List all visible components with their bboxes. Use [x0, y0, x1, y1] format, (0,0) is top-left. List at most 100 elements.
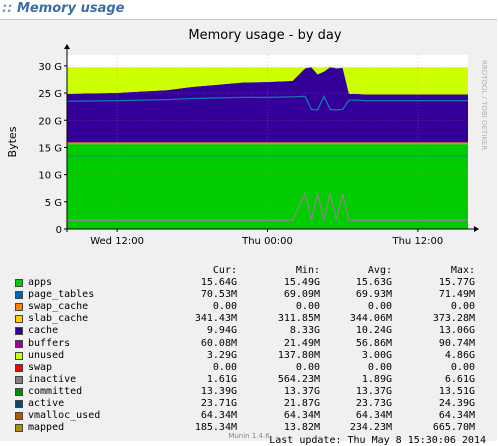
legend-row: inactive 1.61G 564.23M 1.89G 6.61G: [0, 374, 497, 386]
legend-header-row: Cur: Min: Avg: Max:: [0, 265, 497, 277]
legend-name: swap: [28, 361, 53, 373]
legend-avg: 56.86M: [355, 337, 392, 349]
legend-name: unused: [28, 349, 65, 361]
legend-row: mapped 185.34M 13.82M 234.23M 665.70M: [0, 422, 497, 434]
legend-max: 71.49M: [438, 289, 475, 301]
legend-row: slab_cache 341.43M 311.85M 344.06M 373.28M: [0, 313, 497, 325]
legend-swatch: [15, 424, 23, 433]
legend-cur: 185.34M: [194, 422, 237, 434]
legend-max: 24.39G: [438, 398, 475, 409]
legend-name: swap_cache: [28, 301, 89, 313]
legend-row: cache 9.94G 8.33G 10.24G 13.06G: [0, 325, 497, 337]
y-tick-label: 15 G: [38, 143, 62, 154]
area-cache: [67, 67, 468, 143]
legend-swatch: [15, 375, 23, 384]
legend-cur: 15.64G: [200, 277, 237, 288]
area-slab-cache: [67, 142, 468, 145]
y-axis-label: Bytes: [6, 126, 19, 157]
legend-min: 0.00: [295, 301, 320, 313]
legend-row: unused 3.29G 137.80M 3.00G 4.86G: [0, 350, 497, 362]
legend-min: 564.23M: [277, 373, 320, 385]
legend-avg: 3.00G: [361, 349, 392, 361]
y-tick-label: 30 G: [38, 62, 62, 73]
legend-avg: 69.93M: [355, 289, 392, 301]
legend-cur: 9.94G: [206, 325, 237, 337]
legend-swatch: [15, 363, 23, 372]
y-tick-label: 0: [56, 225, 62, 236]
x-tick-label: Wed 12:00: [90, 236, 144, 247]
legend-max: 64.34M: [438, 410, 475, 422]
legend-max: 0.00: [450, 301, 475, 313]
page-heading: :: Memory usage: [2, 1, 124, 16]
legend-avg: 0.00: [367, 301, 392, 313]
legend-min: 137.80M: [277, 349, 320, 361]
legend-cur: 23.71G: [200, 398, 237, 409]
header-cur: Cur:: [212, 265, 237, 276]
legend-avg: 0.00: [367, 361, 392, 373]
legend-swatch: [15, 279, 23, 287]
x-axis-arrow: [474, 226, 479, 232]
legend-row: committed 13.39G 13.37G 13.37G 13.51G: [0, 386, 497, 398]
legend-cur: 0.00: [212, 361, 237, 373]
legend-swatch: [15, 351, 23, 360]
legend-cur: 70.53M: [200, 289, 237, 301]
x-tick-label: Thu 12:00: [391, 236, 443, 247]
legend-min: 64.34M: [283, 410, 320, 422]
legend-max: 665.70M: [432, 422, 475, 434]
line-active: [66, 94, 468, 111]
legend-min: 311.85M: [277, 313, 320, 325]
legend-avg: 15.63G: [355, 277, 392, 288]
legend-name: active: [28, 398, 65, 409]
legend-name: committed: [28, 385, 83, 397]
legend-max: 13.51G: [438, 385, 475, 397]
legend-name: buffers: [28, 337, 71, 349]
legend-max: 90.74M: [438, 337, 475, 349]
legend-cur: 13.39G: [200, 385, 237, 397]
legend-min: 13.37G: [283, 385, 320, 397]
legend-row: apps 15.64G 15.49G 15.63G 15.77G: [0, 277, 497, 289]
y-tick-label: 5 G: [45, 198, 62, 209]
y-tick-label: 10 G: [38, 171, 62, 182]
legend-row: page_tables 70.53M 69.09M 69.93M 71.49M: [0, 289, 497, 301]
legend-swatch: [15, 327, 23, 336]
legend-swatch: [15, 303, 23, 312]
legend-name: apps: [28, 277, 53, 288]
x-tick-label: Thu 00:00: [241, 236, 293, 247]
heading-text: Memory usage: [16, 1, 125, 16]
legend-min: 15.49G: [283, 277, 320, 288]
legend-avg: 23.73G: [355, 398, 392, 409]
legend-cur: 1.61G: [206, 373, 237, 385]
legend-cur: 0.00: [212, 301, 237, 313]
legend-min: 21.87G: [283, 398, 320, 409]
legend-min: 13.82M: [283, 422, 320, 434]
legend-row: active 23.71G 21.87G 23.73G 24.39G: [0, 398, 497, 410]
legend-row: swap 0.00 0.00 0.00 0.00: [0, 362, 497, 374]
graph-panel: Memory usage - by day Bytes RRDTOOL / TOBI…: [0, 19, 497, 446]
y-tick-label: 25 G: [38, 89, 62, 100]
legend-swatch: [15, 315, 23, 324]
chart-title: Memory usage - by day: [188, 28, 341, 43]
legend-swatch: [15, 400, 23, 408]
memory-chart: Memory usage - by day Bytes RRDTOOL / TOBI…: [6, 28, 488, 247]
legend-cur: 341.43M: [194, 313, 237, 325]
legend-name: page_tables: [28, 289, 95, 301]
line-inactive: [67, 191, 468, 221]
legend-max: 6.61G: [444, 373, 475, 385]
munin-version: Munin 1.4.6: [228, 432, 270, 440]
legend-name: vmalloc_used: [28, 410, 101, 422]
legend-cur: 60.08M: [200, 337, 237, 349]
area-apps: [67, 144, 468, 229]
legend-name: slab_cache: [28, 313, 89, 325]
legend-row: vmalloc_used 64.34M 64.34M 64.34M 64.34M: [0, 410, 497, 422]
legend-swatch: [15, 339, 23, 348]
legend-avg: 344.06M: [349, 313, 392, 325]
gridlines: [67, 55, 468, 230]
legend-avg: 10.24G: [355, 325, 392, 337]
legend-max: 373.28M: [432, 313, 475, 325]
legend-name: inactive: [28, 373, 77, 385]
y-tick-label: 20 G: [38, 116, 62, 127]
legend-row: buffers 60.08M 21.49M 56.86M 90.74M: [0, 338, 497, 350]
legend-min: 8.33G: [289, 325, 320, 337]
legend-swatch: [15, 387, 23, 396]
legend-min: 0.00: [295, 361, 320, 373]
